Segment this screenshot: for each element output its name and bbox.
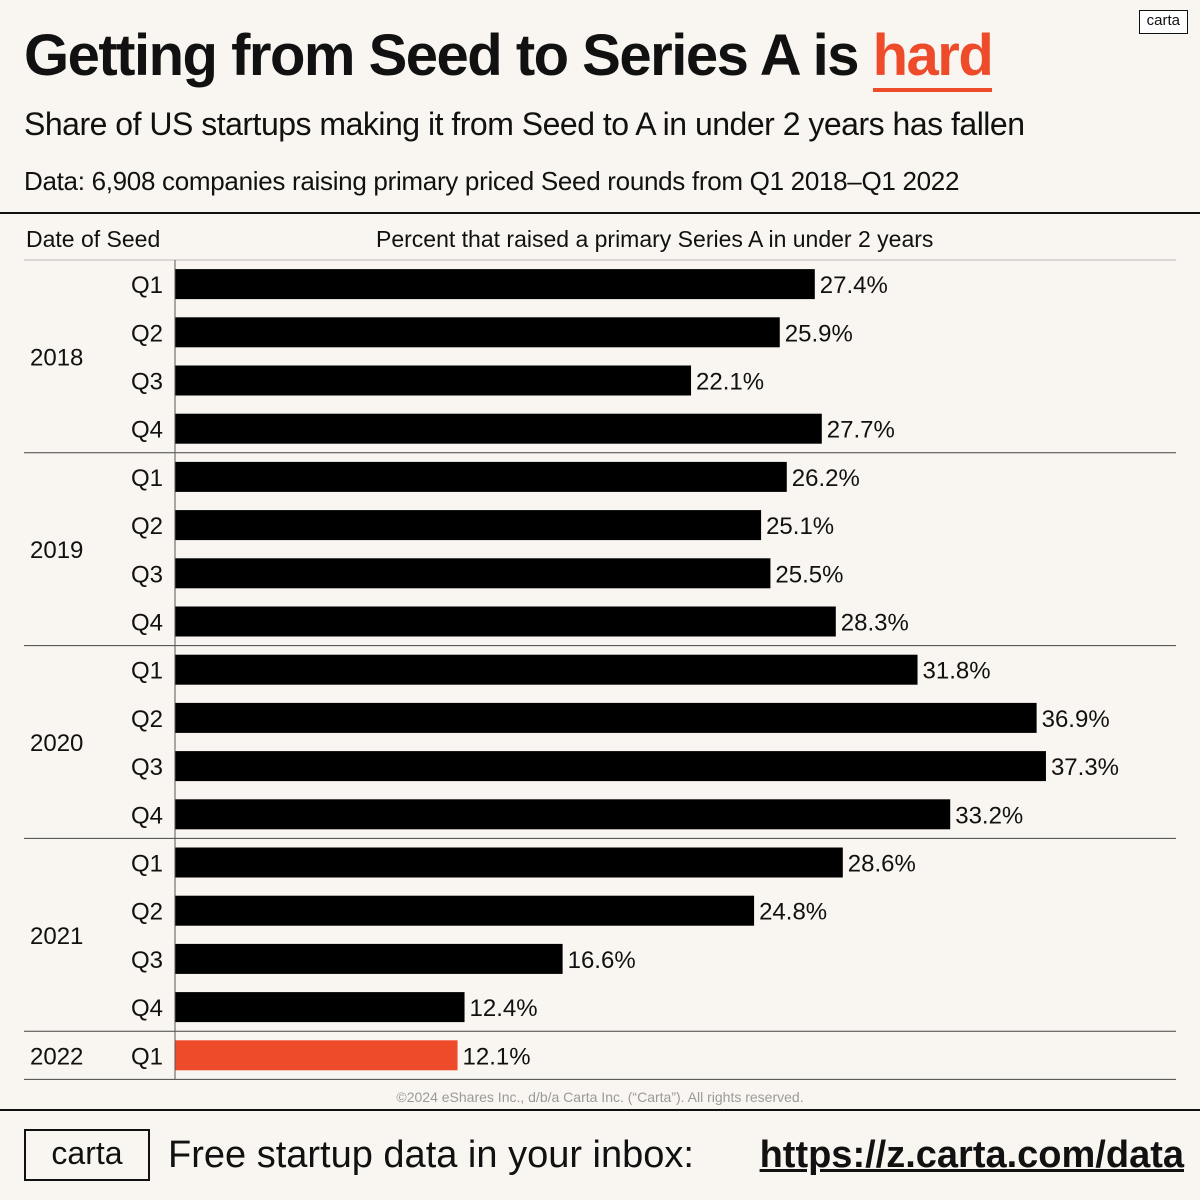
bar-value-label: 28.6% — [848, 851, 916, 878]
bar-value-label: 16.6% — [568, 947, 636, 974]
bar-chart: Q1 27.4% Q2 25.9% Q3 22.1% Q4 27.7% 2018 Q1 26.2% Q… — [24, 259, 1176, 1080]
quarter-label: Q4 — [131, 417, 163, 444]
year-label: 2022 — [30, 1043, 83, 1070]
copyright-notice: ©2024 eShares Inc., d/b/a Carta Inc. (“C… — [396, 1089, 804, 1105]
bar-value-label: 37.3% — [1051, 754, 1119, 781]
data-bar — [175, 558, 771, 589]
data-bar — [175, 606, 836, 637]
quarter-label: Q2 — [131, 706, 163, 733]
quarter-label: Q4 — [131, 995, 163, 1022]
bar-value-label: 31.8% — [923, 658, 991, 685]
quarter-label: Q3 — [131, 561, 163, 588]
quarter-label: Q2 — [131, 320, 163, 347]
quarter-label: Q4 — [131, 802, 163, 829]
year-label: 2021 — [30, 923, 83, 950]
quarter-label: Q3 — [131, 947, 163, 974]
data-bar — [175, 943, 563, 974]
bar-value-label: 22.1% — [696, 369, 764, 396]
year-label: 2020 — [30, 730, 83, 757]
data-note: Data: 6,908 companies raising primary pr… — [24, 166, 960, 196]
quarter-label: Q1 — [131, 1043, 163, 1070]
date-column-header: Date of Seed — [26, 226, 161, 252]
bar-value-label: 27.4% — [820, 272, 888, 299]
data-bar — [175, 413, 822, 444]
bar-value-label: 12.4% — [470, 995, 538, 1022]
bar-value-label: 28.3% — [841, 610, 909, 637]
data-bar — [175, 751, 1046, 782]
value-column-header: Percent that raised a primary Series A i… — [376, 226, 934, 252]
data-bar — [175, 799, 951, 830]
quarter-label: Q1 — [131, 465, 163, 492]
title-main: Getting from Seed to Series A is — [24, 23, 873, 88]
data-bar — [175, 992, 465, 1023]
quarter-label: Q1 — [131, 851, 163, 878]
bar-value-label: 33.2% — [955, 802, 1023, 829]
footer-carta-logo: carta — [24, 1129, 150, 1181]
top-divider — [0, 212, 1200, 214]
data-bar — [175, 317, 780, 348]
year-label: 2019 — [30, 537, 83, 564]
quarter-label: Q4 — [131, 610, 163, 637]
data-bar — [175, 269, 815, 300]
bar-value-label: 26.2% — [792, 465, 860, 492]
bar-value-label: 25.5% — [775, 561, 843, 588]
data-bar — [175, 365, 692, 396]
bar-value-label: 27.7% — [827, 417, 895, 444]
quarter-label: Q1 — [131, 272, 163, 299]
bar-value-label: 36.9% — [1042, 706, 1110, 733]
quarter-label: Q2 — [131, 513, 163, 540]
bottom-divider — [0, 1109, 1200, 1111]
bar-value-label: 24.8% — [759, 899, 827, 926]
year-label: 2018 — [30, 344, 83, 371]
bar-value-label: 25.9% — [785, 320, 853, 347]
bar-value-label: 25.1% — [766, 513, 834, 540]
data-bar — [175, 847, 843, 878]
data-bar — [175, 702, 1037, 733]
footer-cta-text: Free startup data in your inbox: — [168, 1134, 694, 1176]
data-bar — [175, 510, 762, 541]
bar-value-label: 12.1% — [463, 1043, 531, 1070]
newsletter-link[interactable]: https://z.carta.com/data — [759, 1134, 1184, 1176]
page-subtitle: Share of US startups making it from Seed… — [24, 106, 1025, 142]
quarter-label: Q3 — [131, 754, 163, 781]
quarter-label: Q2 — [131, 899, 163, 926]
quarter-label: Q1 — [131, 658, 163, 685]
carta-logo: carta — [1138, 10, 1188, 34]
data-bar — [175, 1040, 458, 1071]
data-bar — [175, 895, 755, 926]
quarter-label: Q3 — [131, 369, 163, 396]
title-highlight: hard — [872, 23, 994, 92]
data-bar — [175, 461, 787, 492]
data-bar — [175, 654, 918, 685]
page-title: Getting from Seed to Series A is hard — [24, 22, 994, 92]
